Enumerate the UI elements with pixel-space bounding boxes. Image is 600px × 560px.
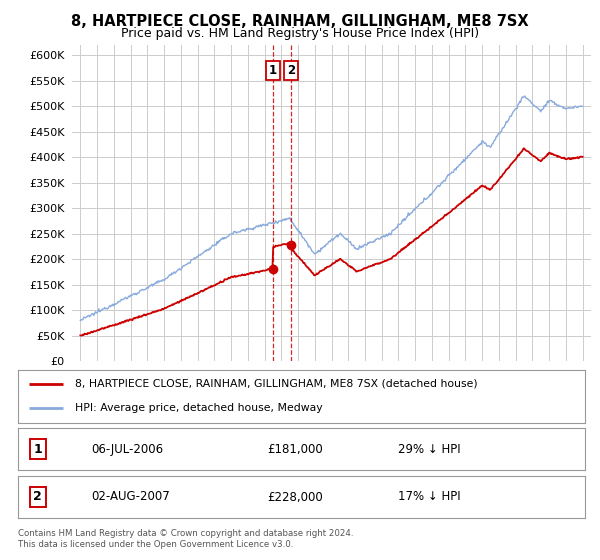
Text: 2: 2 bbox=[287, 64, 295, 77]
Text: £181,000: £181,000 bbox=[268, 443, 323, 456]
Text: Price paid vs. HM Land Registry's House Price Index (HPI): Price paid vs. HM Land Registry's House … bbox=[121, 27, 479, 40]
Text: 1: 1 bbox=[34, 443, 42, 456]
Text: HPI: Average price, detached house, Medway: HPI: Average price, detached house, Medw… bbox=[75, 403, 322, 413]
Text: Contains HM Land Registry data © Crown copyright and database right 2024.
This d: Contains HM Land Registry data © Crown c… bbox=[18, 529, 353, 549]
Text: 8, HARTPIECE CLOSE, RAINHAM, GILLINGHAM, ME8 7SX (detached house): 8, HARTPIECE CLOSE, RAINHAM, GILLINGHAM,… bbox=[75, 379, 478, 389]
Text: 02-AUG-2007: 02-AUG-2007 bbox=[92, 491, 170, 503]
Text: 1: 1 bbox=[269, 64, 277, 77]
Text: £228,000: £228,000 bbox=[268, 491, 323, 503]
Text: 17% ↓ HPI: 17% ↓ HPI bbox=[398, 491, 461, 503]
Text: 06-JUL-2006: 06-JUL-2006 bbox=[92, 443, 164, 456]
Text: 8, HARTPIECE CLOSE, RAINHAM, GILLINGHAM, ME8 7SX: 8, HARTPIECE CLOSE, RAINHAM, GILLINGHAM,… bbox=[71, 14, 529, 29]
Text: 2: 2 bbox=[34, 491, 42, 503]
Text: 29% ↓ HPI: 29% ↓ HPI bbox=[398, 443, 461, 456]
